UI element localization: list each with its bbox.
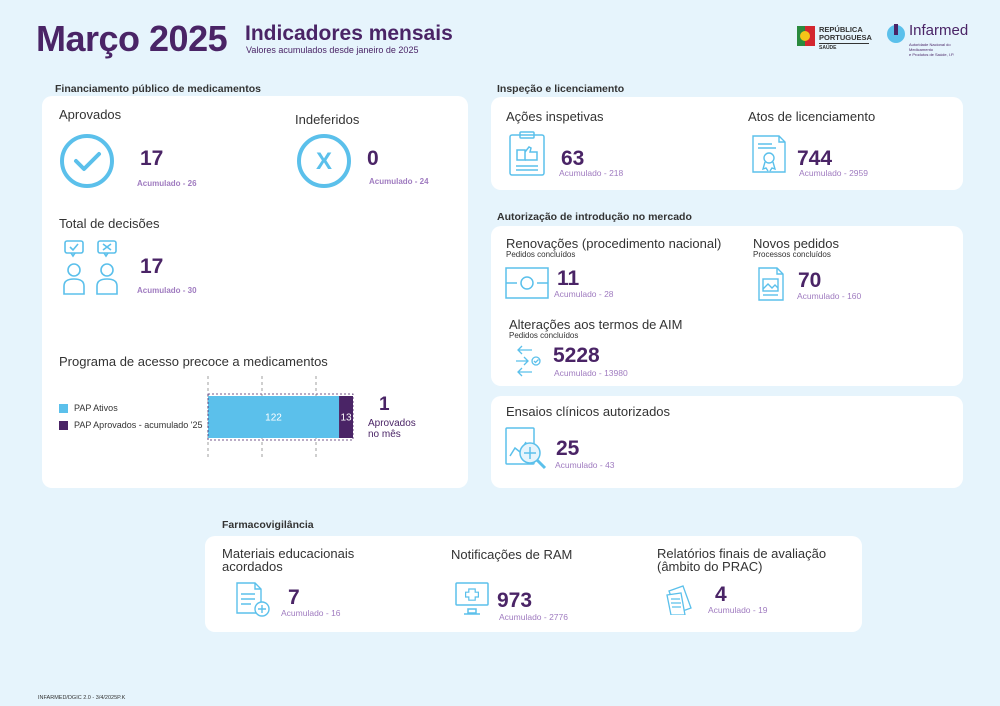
document-image-icon	[758, 267, 784, 301]
pap-data-label-ativos: 122	[265, 413, 282, 424]
atos-acc: Acumulado - 2959	[799, 168, 868, 178]
pap-stacked-bar-chart: 122 13	[207, 376, 354, 460]
pap-bar-outline	[207, 393, 354, 441]
relatorios-value: 4	[715, 583, 727, 606]
infarmed-name: Infarmed	[909, 22, 969, 39]
infarmed-tagline1: Autoridade Nacional do Medicamento	[909, 42, 951, 52]
coat-of-arms-icon	[797, 26, 815, 46]
alteracoes-acc: Acumulado - 13980	[554, 368, 628, 378]
document-add-icon	[236, 582, 270, 617]
relatorios-label2: (âmbito do PRAC)	[657, 559, 763, 574]
notificacoes-label: Notificações de RAM	[451, 547, 573, 562]
notificacoes-acc: Acumulado - 2776	[499, 612, 568, 622]
alteracoes-sub: Pedidos concluídos	[509, 331, 579, 340]
check-circle-icon	[60, 134, 114, 188]
monitor-cross-icon	[455, 582, 489, 615]
acoes-acc: Acumulado - 218	[559, 168, 624, 178]
acoes-label: Ações inspetivas	[506, 109, 604, 124]
aim-heading: Autorização de introdução no mercado	[497, 211, 692, 223]
indeferidos-value: 0	[367, 147, 379, 170]
footer-code: INFARMED/DGIC 2.0 - 3/4/2025P.K	[38, 695, 126, 701]
legend-pap-ativos-text: PAP Ativos	[74, 403, 118, 413]
legend-swatch-aprovados	[59, 421, 68, 431]
pap-bar-ativos	[208, 396, 340, 438]
pap-aprovados-mes-value: 1	[379, 394, 390, 415]
pap-aprovados-mes-label2: no mês	[368, 429, 401, 440]
legend-pap-ativos: PAP Ativos	[59, 403, 118, 414]
infarmed-tagline2: e Produtos de Saúde, I.P.	[909, 52, 955, 57]
pap-label: Programa de acesso precoce a medicamento…	[59, 354, 328, 369]
novos-sub: Processos concluídos	[753, 250, 831, 259]
total-label: Total de decisões	[59, 216, 160, 231]
infarmed-mark-icon	[887, 24, 905, 43]
novos-label: Novos pedidos	[753, 236, 839, 251]
financiamento-heading: Financiamento público de medicamentos	[55, 83, 261, 95]
atos-label: Atos de licenciamento	[748, 109, 876, 124]
atos-value: 744	[797, 147, 833, 170]
acoes-value: 63	[561, 147, 585, 170]
clipboard-icon	[509, 131, 545, 176]
relatorios-label1: Relatórios finais de avaliação	[657, 546, 827, 561]
novos-value: 70	[798, 269, 822, 292]
inspecao-heading: Inspeção e licenciamento	[497, 83, 625, 95]
ensaios-card: Ensaios clínicos autorizados 25 Acumulad…	[491, 396, 963, 488]
ensaios-label: Ensaios clínicos autorizados	[506, 404, 671, 419]
alteracoes-label: Alterações aos termos de AIM	[509, 317, 683, 332]
renovacoes-label: Renovações (procedimento nacional)	[506, 236, 722, 251]
materiais-label2: acordados	[222, 559, 283, 574]
aprovados-acc: Acumulado - 26	[137, 179, 197, 188]
legend-pap-aprovados-text: PAP Aprovados - acumulado '25	[74, 420, 203, 430]
gov-logo-line3: SAÚDE	[819, 45, 837, 51]
relatorios-acc: Acumulado - 19	[708, 605, 768, 615]
materiais-label1: Materiais educacionais	[222, 546, 355, 561]
indeferidos-label: Indeferidos	[295, 112, 360, 127]
transfer-arrows-icon	[516, 345, 541, 377]
renovacoes-value: 11	[557, 267, 580, 290]
svg-text:X: X	[316, 148, 332, 175]
aim-card: Renovações (procedimento nacional) Pedid…	[491, 226, 963, 386]
x-circle-icon: X	[297, 134, 351, 188]
infarmed-logo: Infarmed Autoridade Nacional do Medicame…	[885, 22, 975, 57]
certificate-icon	[752, 135, 786, 173]
alteracoes-value: 5228	[553, 344, 600, 367]
inspecao-card: Ações inspetivas 63 Acumulado - 218 Atos…	[491, 97, 963, 190]
farmaco-card: Materiais educacionais acordados 7 Acumu…	[205, 536, 862, 632]
gov-logo: REPÚBLICA PORTUGUESA SAÚDE	[797, 24, 877, 54]
novos-acc: Acumulado - 160	[797, 291, 862, 301]
page-subtitle: Valores acumulados desde janeiro de 2025	[246, 45, 419, 55]
pap-data-label-aprovados: 13	[340, 413, 352, 424]
farmaco-heading: Farmacovigilância	[222, 519, 314, 531]
pap-aprovados-mes-label1: Aprovados	[368, 418, 416, 429]
renovacoes-sub: Pedidos concluídos	[506, 250, 576, 259]
legend-swatch-ativos	[59, 404, 68, 414]
total-value: 17	[140, 255, 164, 278]
pap-bar-aprovados	[339, 396, 353, 438]
aprovados-value: 17	[140, 147, 164, 170]
financiamento-card: Aprovados 17 Acumulado - 26 Indeferidos …	[42, 96, 468, 488]
aprovados-label: Aprovados	[59, 107, 122, 122]
materiais-acc: Acumulado - 16	[281, 608, 341, 618]
materiais-value: 7	[288, 586, 300, 609]
document-box-icon	[505, 267, 549, 299]
gov-logo-line1: REPÚBLICA	[819, 25, 863, 34]
page-month-title: Março 2025	[36, 18, 228, 59]
legend-pap-aprovados: PAP Aprovados - acumulado '25	[59, 420, 203, 431]
papers-icon	[666, 585, 692, 615]
ensaios-acc: Acumulado - 43	[555, 460, 615, 470]
ensaios-value: 25	[556, 437, 580, 460]
page-title: Indicadores mensais	[245, 22, 453, 45]
indeferidos-acc: Acumulado - 24	[369, 177, 429, 186]
gov-logo-line2: PORTUGUESA	[819, 33, 872, 42]
people-decision-icon	[63, 240, 118, 295]
renovacoes-acc: Acumulado - 28	[554, 289, 614, 299]
notificacoes-value: 973	[497, 589, 533, 612]
clinical-search-icon	[505, 427, 547, 470]
total-acc: Acumulado - 30	[137, 286, 197, 295]
